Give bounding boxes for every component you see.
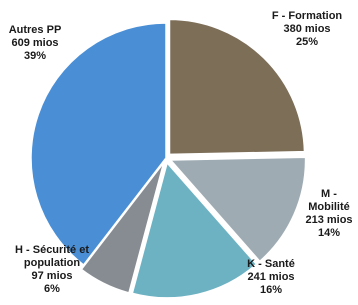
category-label: K - Santé: [236, 258, 306, 271]
share-label: 6%: [2, 283, 102, 296]
share-label: 14%: [300, 227, 358, 240]
share-label: 39%: [4, 50, 66, 63]
category-label: M - Mobilité: [300, 188, 358, 214]
value-label: 241 mios: [236, 271, 306, 284]
category-label: H - Sécurité et population: [2, 244, 102, 270]
category-label: F - Formation: [262, 10, 352, 23]
category-label: Autres PP: [4, 24, 66, 37]
page: {"chart_data": {"type": "pie", "categori…: [0, 0, 358, 305]
value-label: 97 mios: [2, 270, 102, 283]
share-label: 25%: [262, 36, 352, 49]
share-label: 16%: [236, 284, 306, 297]
value-label: 609 mios: [4, 37, 66, 50]
value-label: 380 mios: [262, 23, 352, 36]
value-label: 213 mios: [300, 214, 358, 227]
